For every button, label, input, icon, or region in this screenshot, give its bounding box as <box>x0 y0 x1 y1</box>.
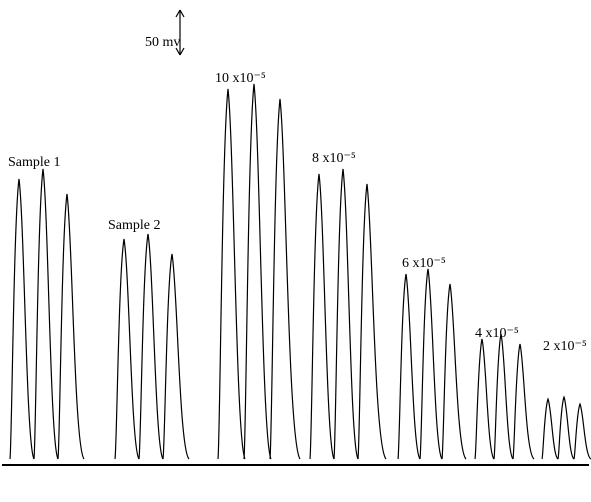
peak-group-std-6e-5 <box>398 269 466 459</box>
peak <box>163 254 189 459</box>
peak <box>310 174 334 459</box>
peak <box>558 397 574 459</box>
peak <box>34 169 58 459</box>
peak-group-std-2e-5 <box>542 397 591 459</box>
peak <box>420 269 442 459</box>
group-label-std-6e-5: 6 x10⁻⁵ <box>402 255 446 272</box>
group-label-sample1: Sample 1 <box>8 155 61 171</box>
peak <box>475 339 494 459</box>
peak-group-std-10e-5 <box>218 84 300 459</box>
peak <box>270 99 300 459</box>
group-label-std-4e-5: 4 x10⁻⁵ <box>475 325 519 342</box>
peak <box>574 404 591 459</box>
peak-group-sample1 <box>10 169 84 459</box>
peak <box>358 184 386 459</box>
peak <box>513 344 534 459</box>
peak-group-std-4e-5 <box>475 334 534 459</box>
mv-scale-label: 50 mv <box>145 35 180 51</box>
group-label-sample2: Sample 2 <box>108 218 161 234</box>
group-label-std-2e-5: 2 x10⁻⁵ <box>543 338 587 355</box>
peak <box>334 169 358 459</box>
peak <box>494 334 513 459</box>
peak <box>442 284 466 459</box>
peak <box>398 274 420 459</box>
group-label-std-10e-5: 10 x10⁻⁵ <box>215 70 266 87</box>
peak-group-sample2 <box>115 234 189 459</box>
peak <box>115 239 139 459</box>
peak <box>218 89 245 459</box>
peak <box>542 399 558 459</box>
peak <box>10 179 34 459</box>
peak <box>244 84 271 459</box>
group-label-std-8e-5: 8 x10⁻⁵ <box>312 150 356 167</box>
chromatogram-traces <box>0 0 591 502</box>
peak-group-std-8e-5 <box>310 169 386 459</box>
peak <box>58 194 84 459</box>
peak <box>139 234 163 459</box>
chromatogram-figure: 50 mv Sample 1 Sample 2 10 x10⁻⁵ 8 x10⁻⁵ 6 x… <box>0 0 591 502</box>
